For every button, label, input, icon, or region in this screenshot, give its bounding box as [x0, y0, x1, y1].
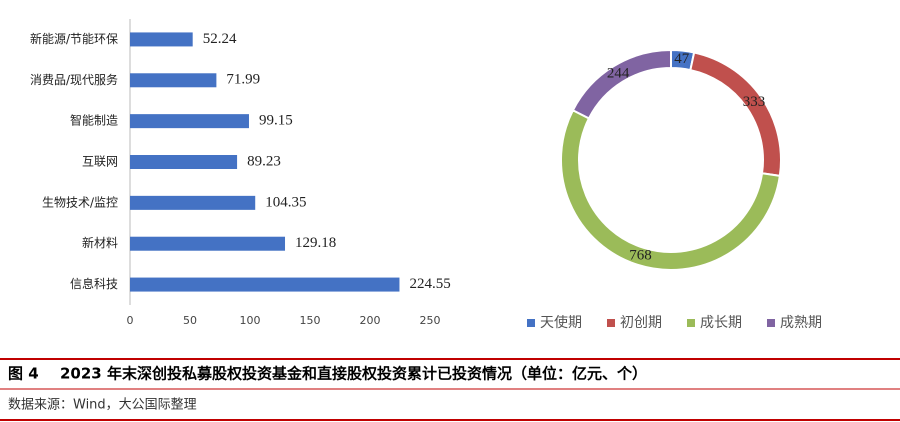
slice-label: 47 — [674, 51, 690, 67]
value-label: 129.18 — [295, 235, 336, 251]
category-label: 消费品/现代服务 — [30, 72, 118, 87]
value-label: 99.15 — [259, 113, 293, 129]
donut-slice — [571, 48, 672, 120]
figure-title: 2023 年末深创投私募股权投资基金和直接股权投资累计已投资情况（单位：亿元、个… — [60, 365, 647, 383]
category-label: 信息科技 — [70, 276, 118, 291]
legend-swatch — [607, 319, 615, 327]
legend-label: 成长期 — [700, 315, 742, 331]
value-label: 71.99 — [226, 72, 260, 88]
value-label: 224.55 — [409, 276, 450, 292]
slice-label: 768 — [629, 248, 652, 264]
donut-slice — [560, 108, 781, 271]
legend-label: 初创期 — [620, 314, 662, 331]
legend-swatch — [527, 319, 535, 327]
legend-label: 成熟期 — [780, 315, 822, 331]
category-label: 新能源/节能环保 — [30, 31, 118, 46]
legend-swatch — [767, 319, 775, 327]
legend-label: 天使期 — [540, 314, 582, 331]
legend-swatch — [687, 319, 695, 327]
category-label: 新材料 — [82, 235, 118, 250]
bar — [130, 73, 217, 88]
category-label: 生物技术/监控 — [42, 195, 118, 209]
slice-label: 244 — [607, 65, 630, 81]
figure-label: 图 4 — [8, 365, 39, 383]
x-tick-label: 50 — [183, 314, 197, 327]
x-tick-label: 200 — [360, 314, 381, 327]
bar — [130, 155, 238, 169]
slice-label: 333 — [743, 94, 766, 110]
x-tick-label: 250 — [420, 314, 441, 327]
bar — [130, 236, 286, 251]
category-label: 智能制造 — [70, 113, 118, 128]
source: 数据来源：Wind，大公国际整理 — [8, 398, 197, 413]
value-label: 52.24 — [203, 31, 237, 47]
donut-slice — [689, 51, 782, 177]
bar — [130, 114, 249, 129]
bar — [130, 195, 256, 210]
bar — [130, 277, 400, 292]
category-label: 互联网 — [82, 155, 118, 169]
x-tick-label: 0 — [127, 314, 134, 327]
value-label: 89.23 — [247, 153, 281, 169]
x-tick-label: 100 — [240, 314, 261, 327]
value-label: 104.35 — [265, 194, 306, 210]
x-tick-label: 150 — [300, 314, 321, 327]
bar — [130, 32, 193, 47]
